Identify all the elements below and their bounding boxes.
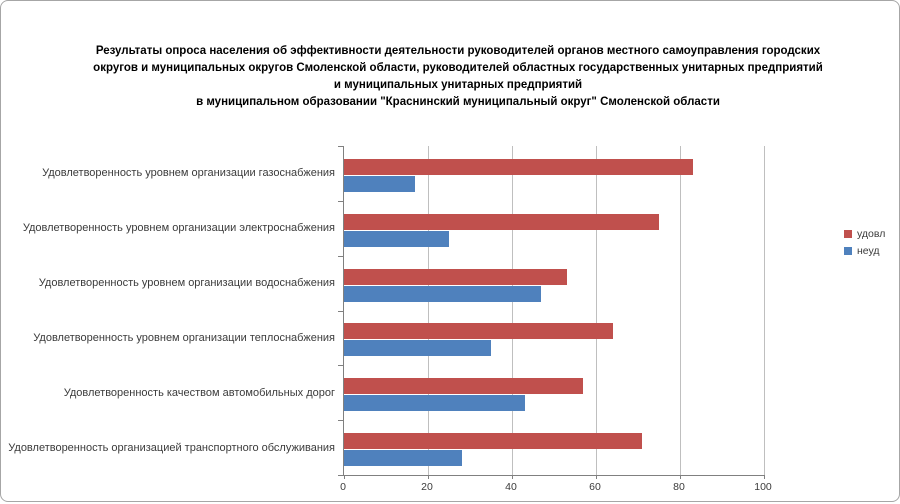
value-axis-label: 80 [673, 481, 685, 493]
value-axis-tick [596, 475, 597, 479]
bar-удовл [344, 378, 584, 395]
bar-group [344, 146, 764, 201]
chart-title: Результаты опроса населения об эффективн… [58, 43, 858, 111]
gridline [596, 146, 597, 475]
category-axis-tick [338, 420, 344, 422]
value-axis-tick [764, 475, 765, 479]
legend-swatch-neud [844, 247, 852, 255]
gridline [680, 146, 681, 475]
bar-group [344, 256, 764, 311]
bar-неуд [344, 450, 462, 467]
chart-title-line: Результаты опроса населения об эффективн… [95, 45, 821, 57]
chart-title-line: и муниципальных унитарных предприятий [333, 79, 583, 91]
chart-title-line: округов и муниципальных округов Смоленск… [93, 62, 823, 74]
legend: удовл неуд [844, 228, 885, 257]
plot-area [338, 146, 765, 479]
category-axis-tick [338, 255, 344, 257]
legend-swatch-udovl [844, 230, 852, 238]
category-axis-tick [338, 146, 344, 147]
bar-group [344, 201, 764, 256]
bar-удовл [344, 433, 643, 450]
category-label: Удовлетворенность уровнем организации те… [33, 331, 335, 344]
legend-item-neud: неуд [844, 245, 885, 257]
category-label: Удовлетворенность организацией транспорт… [8, 441, 335, 454]
bar-удовл [344, 268, 567, 285]
bar-group [344, 420, 764, 475]
bar-group [344, 365, 764, 420]
value-axis-tick [428, 475, 429, 479]
bar-group [344, 310, 764, 365]
bar-неуд [344, 230, 449, 247]
category-label: Удовлетворенность уровнем организации во… [38, 277, 335, 290]
category-label: Удовлетворенность уровнем организации га… [42, 167, 335, 180]
value-axis-label: 100 [754, 481, 772, 493]
value-axis-labels: 0 20 40 60 80 100 [340, 481, 772, 497]
category-axis-tick [338, 310, 344, 312]
bar-неуд [344, 395, 525, 412]
bar-неуд [344, 176, 416, 192]
value-axis-tick [680, 475, 681, 479]
legend-item-udovl: удовл [844, 228, 885, 240]
category-axis-tick [338, 200, 344, 202]
category-label: Удовлетворенность качеством автомобильны… [63, 386, 335, 399]
bar-удовл [344, 213, 659, 230]
gridline [428, 146, 429, 475]
gridline [764, 146, 765, 475]
bar-неуд [344, 285, 542, 302]
category-axis-tick [338, 365, 344, 367]
value-axis-label: 0 [340, 481, 346, 493]
gridline [512, 146, 513, 475]
category-axis-tick [338, 475, 344, 476]
bar-неуд [344, 340, 491, 357]
legend-label-neud: неуд [857, 245, 880, 257]
value-axis-label: 40 [505, 481, 517, 493]
category-label: Удовлетворенность уровнем организации эл… [22, 222, 335, 235]
value-axis-label: 60 [589, 481, 601, 493]
value-axis-tick [512, 475, 513, 479]
category-axis-labels: Удовлетворенность уровнем организации га… [7, 146, 335, 475]
bar-удовл [344, 159, 693, 175]
value-axis-label: 20 [421, 481, 433, 493]
chart-title-line: в муниципальном образовании "Краснинский… [196, 96, 720, 108]
value-axis-tick [344, 475, 345, 479]
legend-label-udovl: удовл [857, 228, 886, 240]
bar-удовл [344, 323, 613, 340]
